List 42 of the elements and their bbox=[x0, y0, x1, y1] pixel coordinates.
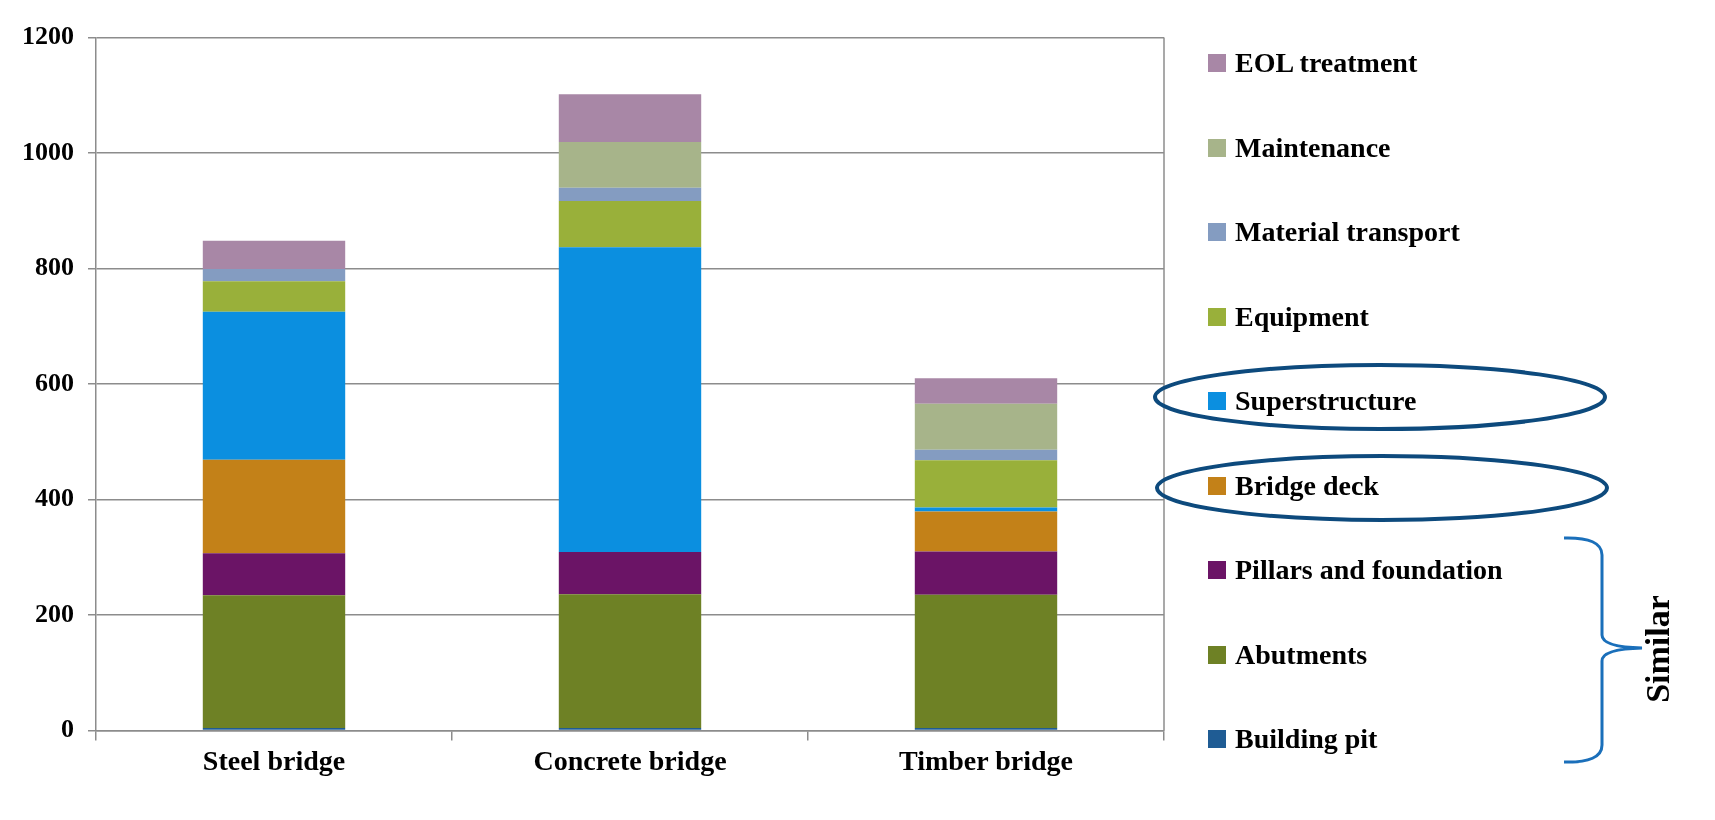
bar bbox=[914, 378, 1058, 404]
text: Similar bbox=[1639, 595, 1677, 703]
bar bbox=[558, 187, 702, 201]
bar bbox=[202, 311, 346, 460]
bar bbox=[914, 511, 1058, 552]
bar bbox=[914, 594, 1058, 729]
bar bbox=[914, 460, 1058, 508]
legend-label: Superstructure bbox=[1235, 385, 1417, 418]
y-tick-label: 600 bbox=[35, 367, 74, 397]
bar bbox=[914, 551, 1058, 595]
bar bbox=[202, 595, 346, 729]
legend-label: Bridge deck bbox=[1235, 469, 1379, 502]
bar bbox=[202, 459, 346, 554]
x-tick-label: Timber bridge bbox=[899, 745, 1073, 777]
x-tick-label: Steel bridge bbox=[202, 745, 346, 777]
bar bbox=[202, 269, 346, 282]
legend-label: Pillars and foundation bbox=[1235, 554, 1503, 587]
bar bbox=[202, 240, 346, 270]
legend-label: Maintenance bbox=[1235, 131, 1391, 164]
x-tick-label: Concrete bridge bbox=[533, 745, 727, 777]
bar bbox=[558, 142, 702, 188]
bar bbox=[914, 449, 1058, 461]
legend-label: Building pit bbox=[1235, 723, 1378, 756]
y-tick-label: 200 bbox=[35, 598, 74, 628]
legend-label: Equipment bbox=[1235, 300, 1369, 333]
bar bbox=[558, 94, 702, 143]
y-tick-label: 1000 bbox=[22, 136, 74, 166]
bar bbox=[202, 553, 346, 596]
bar bbox=[558, 200, 702, 248]
y-tick-label: 800 bbox=[35, 252, 74, 282]
y-tick-label: 1200 bbox=[22, 21, 74, 51]
bar bbox=[914, 403, 1058, 450]
y-tick-label: 0 bbox=[61, 714, 74, 744]
legend-label: Abutments bbox=[1235, 638, 1368, 671]
bar bbox=[558, 552, 702, 595]
y-tick-label: 400 bbox=[35, 483, 74, 513]
legend-label: EOL treatment bbox=[1235, 47, 1418, 80]
bar bbox=[202, 281, 346, 312]
bar bbox=[914, 507, 1058, 512]
bar bbox=[558, 247, 702, 552]
legend-label: Material transport bbox=[1235, 216, 1460, 249]
bar bbox=[558, 594, 702, 729]
